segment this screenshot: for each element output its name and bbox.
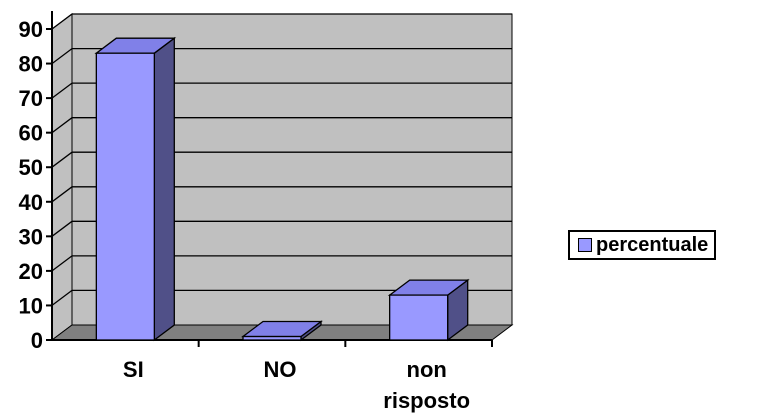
y-tick-label: 20: [19, 259, 43, 284]
y-tick-label: 90: [19, 17, 43, 42]
x-tick-label: non risposto: [383, 357, 470, 413]
x-tick-label: SI: [123, 357, 144, 382]
y-tick-label: 70: [19, 86, 43, 111]
gridline: [51, 255, 512, 272]
gridline: [51, 13, 512, 30]
y-tick-label: 60: [19, 121, 43, 146]
gridline: [51, 220, 512, 237]
gridline: [51, 289, 512, 306]
gridline: [51, 82, 512, 99]
bars: [94, 36, 470, 342]
y-tick-labels: 0 10 20 30 40 50 60 70 80 90: [19, 17, 43, 353]
bar-side: [153, 36, 175, 342]
x-tick-label: NO: [264, 357, 297, 382]
y-tick-label: 80: [19, 52, 43, 77]
plot-side-wall: [51, 13, 73, 341]
gridline: [51, 186, 512, 203]
bar: [242, 335, 302, 341]
gridline: [51, 47, 512, 65]
y-tick-label: 40: [19, 190, 43, 215]
gridline: [51, 117, 512, 134]
legend: percentuale: [568, 230, 717, 260]
legend-label: percentuale: [596, 233, 709, 256]
legend-swatch: [578, 238, 592, 252]
gridline: [51, 151, 512, 168]
y-tick-label: 50: [19, 155, 43, 180]
bar: [95, 52, 155, 341]
y-tick-label: 0: [31, 328, 43, 353]
y-tick-label: 30: [19, 224, 43, 249]
bar: [389, 294, 449, 341]
y-tick-label: 10: [19, 293, 43, 318]
gridlines: [51, 13, 512, 306]
x-tick-labels: SI NO non risposto: [123, 357, 470, 413]
